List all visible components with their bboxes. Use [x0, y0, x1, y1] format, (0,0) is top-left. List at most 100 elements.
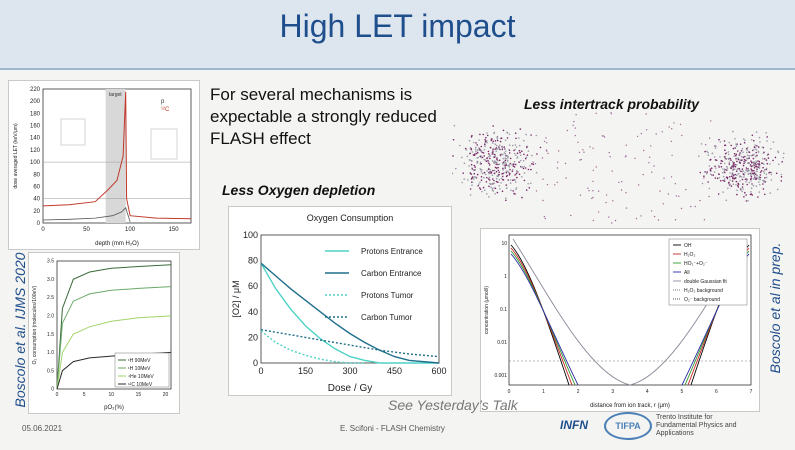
track-dot: [743, 158, 746, 161]
track-dot: [736, 160, 738, 163]
track-dot: [704, 150, 706, 153]
track-dot: [482, 133, 485, 136]
track-dot: [472, 178, 475, 180]
track-dot: [468, 139, 471, 142]
track-dot: [468, 165, 470, 167]
track-dot: [542, 199, 544, 202]
track-dot: [764, 177, 766, 179]
track-dot: [490, 139, 493, 142]
track-dot: [463, 162, 466, 165]
track-dot: [762, 158, 764, 160]
track-dot: [468, 159, 471, 161]
track-dot: [592, 196, 594, 199]
track-dot: [767, 157, 770, 159]
track-dot: [755, 151, 758, 154]
track-dot: [493, 182, 495, 184]
track-dot: [480, 171, 483, 173]
track-dot: [601, 135, 603, 137]
track-dot: [723, 171, 726, 174]
track-dot: [471, 176, 474, 178]
track-dot: [762, 170, 765, 173]
slide-title: High LET impact: [279, 8, 516, 44]
track-dot: [558, 150, 560, 152]
track-dot: [519, 154, 522, 157]
track-dot: [753, 178, 755, 180]
y-tick-label: 80: [33, 172, 40, 178]
track-dot: [461, 156, 463, 159]
track-dot: [470, 163, 473, 166]
track-dot: [469, 194, 472, 196]
track-dot: [678, 195, 680, 197]
track-dot: [483, 158, 485, 161]
track-dot: [612, 200, 614, 202]
track-dot: [651, 171, 653, 173]
track-dot: [745, 159, 747, 162]
legend-box: [114, 352, 170, 388]
track-dot: [614, 219, 617, 222]
track-dot: [757, 160, 759, 162]
track-dot: [521, 196, 523, 199]
track-dot: [527, 150, 530, 152]
less-intertrack-heading: Less intertrack probability: [524, 96, 700, 112]
y-tick-label: 1: [504, 274, 507, 280]
track-dot: [465, 149, 468, 151]
track-dot: [756, 168, 758, 170]
track-dot: [755, 185, 758, 187]
track-dot: [452, 138, 455, 141]
track-dot: [720, 159, 723, 162]
track-dot: [564, 162, 567, 165]
track-dot: [734, 163, 736, 166]
series-line: [260, 262, 439, 364]
track-dot: [514, 163, 517, 166]
track-dot: [505, 162, 507, 164]
track-dot: [491, 178, 494, 180]
track-dot: [525, 189, 528, 191]
track-dot: [780, 176, 783, 178]
less-oxygen-heading: Less Oxygen depletion: [222, 182, 376, 198]
y-tick-label: 140: [30, 136, 41, 142]
track-dot: [497, 169, 500, 172]
track-dot: [535, 134, 538, 137]
track-dot: [525, 156, 528, 159]
track-dot: [694, 205, 696, 208]
track-dot: [487, 178, 490, 180]
track-dot: [481, 151, 483, 154]
track-dot: [734, 173, 737, 176]
track-dot: [748, 157, 750, 160]
track-dot: [700, 143, 703, 145]
track-dot: [741, 190, 743, 193]
track-dot: [459, 144, 461, 147]
y-tick-label: 60: [248, 281, 258, 291]
track-dot: [746, 149, 749, 151]
track-dot: [710, 174, 713, 176]
x-tick-label: 300: [342, 366, 357, 376]
track-dot: [653, 215, 656, 218]
track-dot: [491, 189, 494, 191]
track-dot: [767, 153, 769, 156]
track-dot: [484, 143, 486, 146]
x-tick-label: 150: [298, 366, 313, 376]
track-dot: [466, 155, 469, 157]
track-dot: [520, 159, 522, 162]
track-dot: [745, 177, 748, 180]
track-dot: [724, 144, 727, 146]
track-dot: [486, 134, 489, 137]
track-dot: [710, 167, 713, 169]
track-dot: [765, 159, 768, 161]
track-dot: [592, 169, 594, 171]
track-dot: [501, 175, 504, 178]
track-dot: [484, 145, 486, 148]
track-dot: [783, 152, 785, 155]
track-dot: [578, 151, 581, 154]
track-dot: [710, 120, 712, 122]
track-dot: [522, 167, 525, 170]
track-dot: [722, 179, 724, 182]
track-dot: [735, 143, 737, 145]
track-dot: [755, 155, 757, 158]
track-dot: [756, 174, 758, 177]
track-dot: [531, 154, 533, 157]
track-dot: [509, 168, 511, 171]
track-dot: [777, 151, 780, 154]
track-dot: [737, 158, 740, 161]
track-dot: [491, 138, 493, 140]
